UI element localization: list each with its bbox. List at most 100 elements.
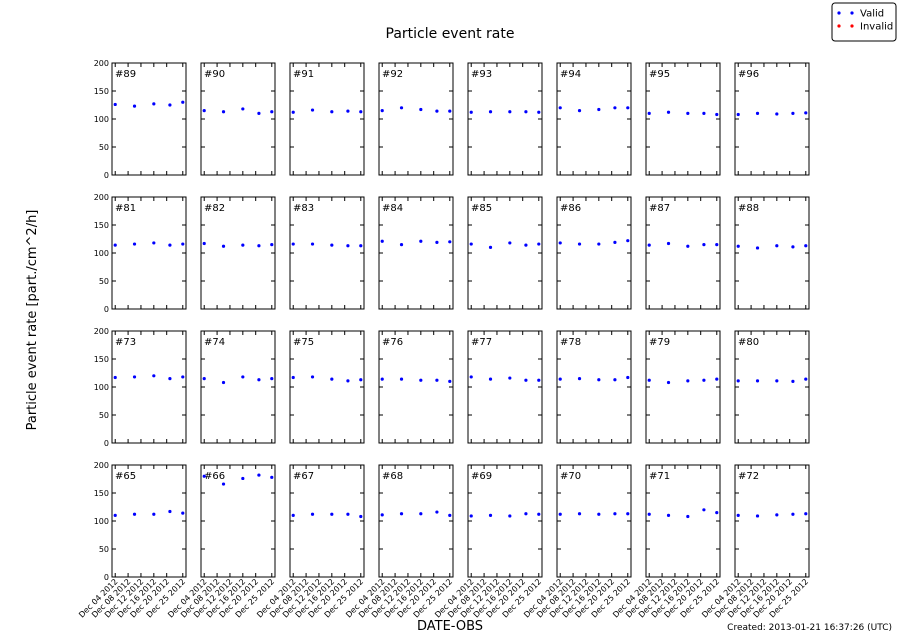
point bbox=[330, 377, 334, 381]
panel-label: #70 bbox=[560, 471, 581, 482]
point bbox=[647, 512, 651, 516]
point bbox=[221, 244, 226, 248]
panel: #75 bbox=[289, 330, 365, 444]
panel-label: #72 bbox=[738, 471, 759, 482]
point bbox=[241, 243, 245, 247]
y-tick-label: 50 bbox=[99, 411, 109, 420]
point bbox=[132, 512, 137, 516]
panel: #79 bbox=[645, 330, 721, 444]
point bbox=[791, 512, 795, 516]
point bbox=[736, 513, 740, 518]
panel-label: #73 bbox=[115, 337, 136, 348]
point bbox=[488, 377, 493, 381]
point bbox=[168, 243, 172, 247]
point bbox=[666, 380, 671, 385]
panel-label: #68 bbox=[382, 471, 403, 482]
panel: #87 bbox=[645, 196, 721, 310]
point bbox=[488, 110, 493, 114]
point bbox=[469, 514, 473, 518]
point bbox=[221, 380, 226, 385]
point bbox=[168, 509, 172, 514]
point bbox=[686, 379, 690, 383]
point bbox=[577, 377, 582, 381]
panel: #93 bbox=[467, 62, 543, 176]
point bbox=[597, 378, 601, 382]
point bbox=[577, 512, 582, 516]
panel-label: #78 bbox=[560, 337, 581, 348]
point bbox=[755, 514, 760, 518]
point bbox=[419, 107, 423, 112]
panel: #83 bbox=[289, 196, 365, 310]
point bbox=[577, 242, 582, 246]
point bbox=[702, 243, 706, 247]
point bbox=[597, 512, 601, 516]
point bbox=[152, 374, 156, 378]
point bbox=[202, 377, 206, 381]
point bbox=[715, 243, 719, 247]
point bbox=[791, 379, 795, 383]
point bbox=[310, 375, 315, 379]
point bbox=[257, 244, 261, 248]
chart-title: Particle event rate bbox=[386, 26, 515, 42]
point bbox=[202, 109, 206, 113]
point bbox=[399, 512, 404, 516]
point bbox=[537, 110, 541, 114]
panel-label: #87 bbox=[649, 203, 670, 214]
point bbox=[435, 378, 439, 382]
legend-marker bbox=[850, 24, 854, 28]
point bbox=[435, 109, 439, 113]
point bbox=[270, 110, 274, 114]
y-tick-label: 0 bbox=[104, 171, 109, 180]
panel: 0 50 100 150 200 #89 bbox=[94, 59, 187, 180]
y-tick-label: 200 bbox=[94, 461, 109, 470]
point bbox=[359, 110, 363, 114]
panel: #80 bbox=[734, 330, 810, 444]
y-tick-label: 50 bbox=[99, 277, 109, 286]
point bbox=[241, 476, 245, 481]
y-tick-label: 50 bbox=[99, 143, 109, 152]
panel-label: #67 bbox=[293, 471, 314, 482]
y-tick-label: 200 bbox=[94, 327, 109, 336]
panel-label: #96 bbox=[738, 69, 759, 80]
point bbox=[626, 106, 630, 110]
panel-label: #84 bbox=[382, 203, 403, 214]
legend-label: Valid bbox=[860, 9, 884, 20]
point bbox=[755, 379, 760, 383]
panel-label: #79 bbox=[649, 337, 670, 348]
point bbox=[524, 378, 528, 382]
point bbox=[736, 379, 740, 383]
point bbox=[113, 102, 117, 107]
panel: #90 bbox=[200, 62, 276, 176]
point bbox=[380, 513, 384, 517]
x-axis-label: DATE-OBS bbox=[417, 619, 483, 634]
point bbox=[359, 514, 363, 519]
point bbox=[524, 243, 528, 247]
y-tick-label: 100 bbox=[94, 249, 109, 258]
point bbox=[791, 111, 795, 115]
panel-label: #80 bbox=[738, 337, 759, 348]
point bbox=[469, 375, 473, 379]
point bbox=[537, 242, 541, 246]
panel-label: #91 bbox=[293, 69, 314, 80]
legend-marker bbox=[850, 11, 854, 15]
point bbox=[257, 378, 261, 382]
panel-label: #94 bbox=[560, 69, 581, 80]
point bbox=[346, 512, 350, 516]
point bbox=[291, 242, 295, 246]
point bbox=[448, 240, 452, 244]
y-tick-label: 0 bbox=[104, 439, 109, 448]
point bbox=[755, 111, 760, 115]
panel: #95 bbox=[645, 62, 721, 176]
point bbox=[715, 510, 719, 515]
panel-label: #69 bbox=[471, 471, 492, 482]
point bbox=[469, 242, 473, 246]
point bbox=[310, 108, 315, 112]
point bbox=[113, 513, 117, 518]
panel: #96 bbox=[734, 62, 810, 176]
point bbox=[613, 240, 617, 244]
point bbox=[508, 376, 512, 380]
panel-label: #65 bbox=[115, 471, 136, 482]
point bbox=[359, 378, 363, 382]
